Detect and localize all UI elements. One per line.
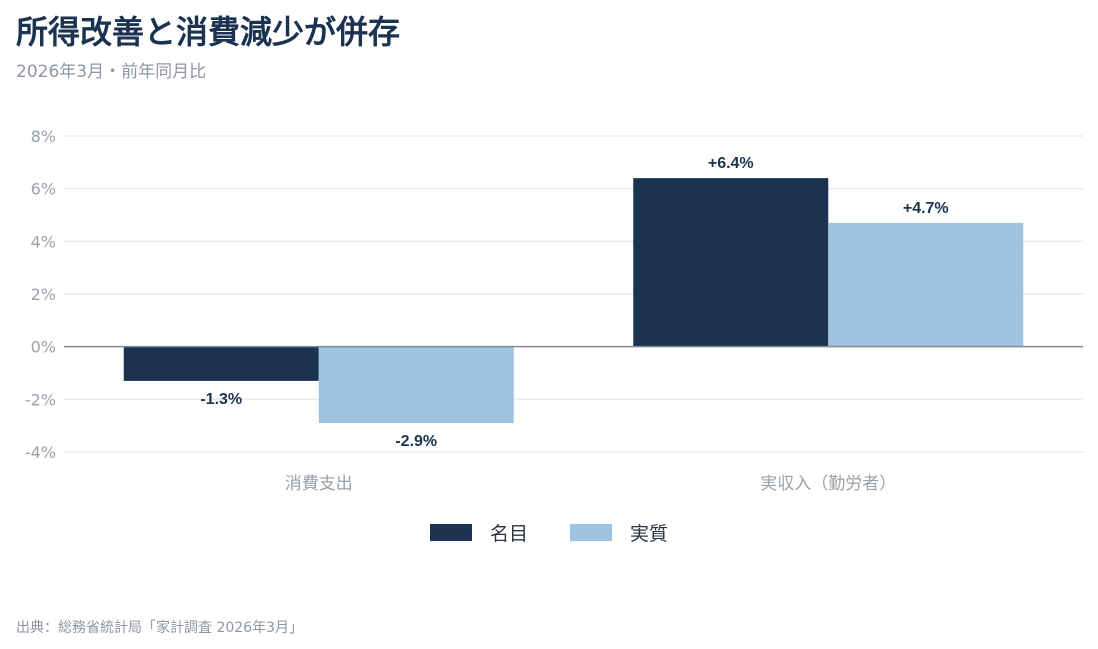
bar-real — [318, 346, 514, 424]
data-label: +6.4% — [708, 155, 754, 172]
legend-label-real: 実質 — [630, 523, 669, 545]
chart-subtitle: 2026年3月・前年同月比 — [16, 62, 207, 82]
legend-item-real: 実質 — [570, 519, 668, 546]
x-category-label: 実収入（勤労者） — [760, 474, 896, 494]
bar-nominal — [633, 178, 829, 347]
legend-label-nominal: 名目 — [489, 523, 528, 545]
bar-real — [828, 222, 1024, 347]
legend-swatch-nominal — [429, 524, 472, 541]
y-tick-label: 4% — [31, 232, 56, 251]
y-tick-label: -4% — [25, 443, 56, 462]
x-category-label: 消費支出 — [285, 474, 353, 494]
bar-chart: 8% 6% 4% 2% 0% -2% -4% -1.3% -2.9% 消費支出 +6.4% +4.7%… — [25, 127, 1083, 494]
legend-swatch-real — [570, 524, 612, 541]
y-tick-label: 8% — [31, 127, 56, 146]
legend-item-nominal: 名目 — [429, 519, 528, 546]
y-tick-label: 2% — [31, 285, 56, 304]
source-note: 出典：総務省統計局「家計調査 2026年3月」 — [16, 620, 303, 636]
y-tick-label: 6% — [31, 180, 56, 199]
bar-nominal — [123, 346, 319, 381]
y-tick-label: 0% — [31, 338, 56, 357]
data-label: +4.7% — [903, 200, 949, 217]
chart-title: 所得改善と消費減少が併存 — [16, 13, 401, 51]
data-label: -1.3% — [200, 391, 242, 408]
y-tick-label: -2% — [25, 390, 56, 409]
data-label: -2.9% — [395, 433, 437, 450]
legend: 名目 実質 — [0, 519, 1098, 546]
